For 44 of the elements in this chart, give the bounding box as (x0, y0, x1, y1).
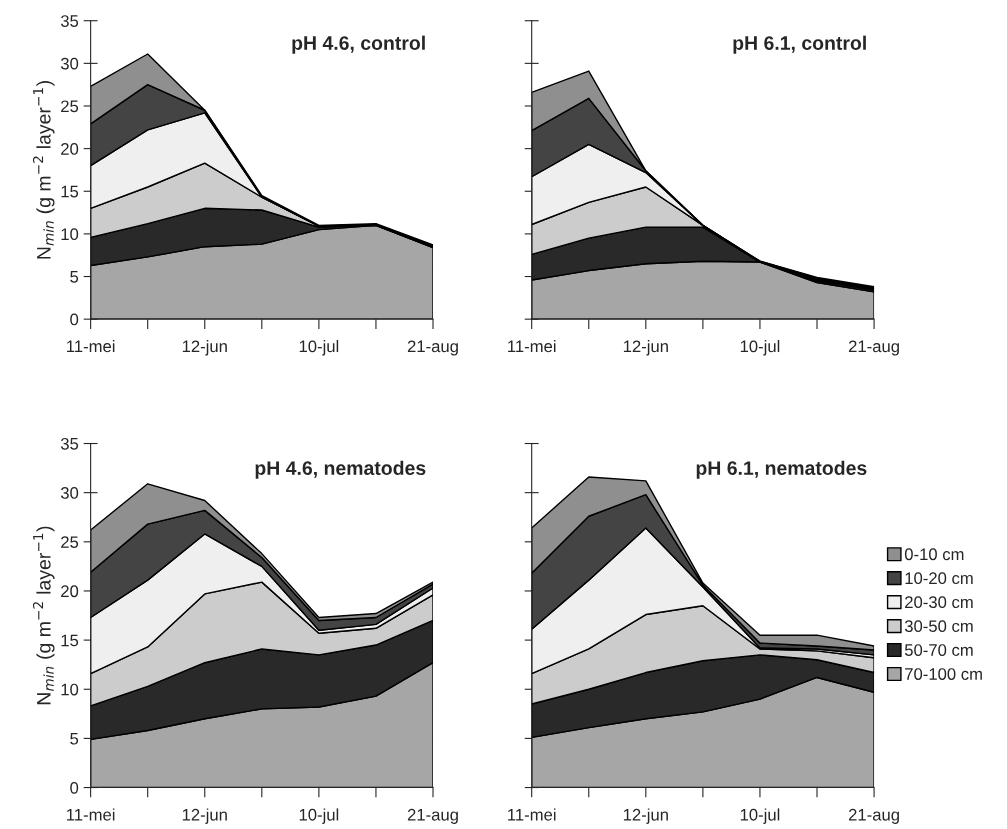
x-tick-label: 12-jun (182, 808, 227, 824)
y-tick-label: 10 (61, 228, 79, 241)
legend-label: 70-100 cm (905, 668, 982, 680)
y-tick-label: 25 (61, 536, 79, 549)
y-tick-label: 25 (61, 100, 79, 113)
legend-label: 50-70 cm (904, 644, 973, 656)
x-tick-label: 11-mei (67, 340, 115, 353)
x-tick-label: 12-jun (623, 808, 668, 824)
y-tick-label: 35 (60, 437, 79, 450)
legend-label: 20-30 cm (905, 596, 973, 609)
y-tick-label: 10 (61, 683, 79, 696)
legend-label: 30-50 cm (904, 620, 973, 633)
y-tick-label: 35 (60, 15, 79, 27)
x-tick-label: 11-mei (67, 808, 115, 821)
x-tick-label: 10-jul (299, 340, 339, 356)
x-tick-label: 21-aug (848, 340, 899, 356)
x-tick-label: 21-aug (407, 340, 458, 356)
y-tick-label: 20 (61, 585, 79, 598)
x-tick-label: 11-mei (508, 340, 556, 353)
y-tick-label: 15 (61, 185, 79, 198)
x-tick-label: 10-jul (740, 340, 780, 356)
y-tick-label: 0 (70, 313, 79, 326)
y-axis-title: N$_{min}$ (g m$^{−2}$ layer$^{−1}$) (32, 81, 55, 259)
x-tick-label: 12-jun (182, 340, 227, 356)
x-tick-label: 10-jul (299, 808, 339, 824)
y-tick-label: 5 (70, 732, 79, 745)
x-tick-label: 10-jul (740, 808, 780, 824)
y-tick-label: 5 (70, 271, 79, 283)
text: pH 4.6, nematodes (255, 460, 426, 479)
y-tick-label: 30 (60, 487, 79, 499)
text: pH 6.1, control (733, 35, 866, 54)
x-tick-label: 12-jun (623, 340, 668, 356)
legend-label: 0-10 cm (904, 548, 964, 561)
legend-label: 10-20 cm (905, 572, 973, 585)
y-tick-label: 0 (70, 781, 79, 794)
y-tick-label: 15 (61, 634, 79, 647)
y-tick-label: 30 (60, 57, 79, 70)
x-tick-label: 21-aug (848, 808, 899, 824)
text: pH 6.1, nematodes (696, 460, 867, 479)
y-tick-label: 20 (61, 143, 79, 155)
x-tick-label: 11-mei (508, 808, 556, 821)
y-axis-title: N$_{min}$ (g m$^{−2}$ layer$^{−1}$) (32, 526, 55, 705)
x-tick-label: 21-aug (407, 808, 458, 824)
text: pH 4.6, control (292, 35, 425, 54)
